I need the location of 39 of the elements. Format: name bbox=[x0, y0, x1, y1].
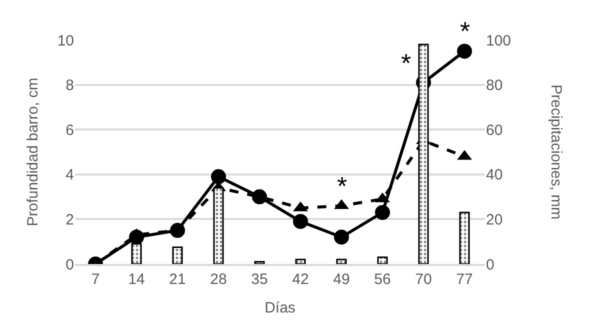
y2-tick-label: 100 bbox=[486, 32, 512, 50]
y2-tick-label: 0 bbox=[486, 256, 494, 274]
bar bbox=[377, 256, 388, 264]
x-tick-label: 7 bbox=[91, 270, 100, 288]
y-tick-label: 4 bbox=[66, 166, 74, 184]
x-tick-label: 70 bbox=[415, 270, 432, 288]
x-tick-label: 14 bbox=[128, 270, 145, 288]
y-tick-label: 0 bbox=[66, 256, 74, 274]
bar bbox=[295, 258, 306, 264]
bar bbox=[459, 212, 470, 264]
point bbox=[457, 44, 472, 59]
point bbox=[293, 214, 308, 229]
x-tick-label: 21 bbox=[169, 270, 186, 288]
bar bbox=[254, 261, 265, 264]
y2-axis-title: Precipitaciones, mm bbox=[548, 84, 564, 220]
y-tick-label: 6 bbox=[66, 122, 74, 139]
point bbox=[334, 230, 349, 245]
x-tick-label: 49 bbox=[333, 270, 350, 288]
annotation: * bbox=[401, 48, 412, 78]
y-tick-label: 10 bbox=[57, 32, 74, 50]
bar bbox=[172, 246, 183, 264]
bar bbox=[336, 258, 347, 264]
y-axis-title: Profundidad barro, cm bbox=[24, 78, 42, 226]
x-axis-title: Días bbox=[264, 299, 296, 316]
y2-tick-label: 60 bbox=[486, 122, 503, 139]
point bbox=[211, 169, 226, 184]
annotation: * bbox=[460, 16, 470, 46]
y2-tick-label: 40 bbox=[486, 166, 503, 184]
annotation: * bbox=[337, 171, 348, 201]
y2-tick-label: 80 bbox=[486, 77, 503, 94]
x-tick-label: 42 bbox=[292, 270, 309, 288]
x-tick-label: 35 bbox=[251, 270, 268, 288]
y-tick-label: 2 bbox=[66, 211, 74, 228]
point bbox=[375, 204, 390, 220]
y2-tick-label: 20 bbox=[486, 211, 503, 228]
y-tick-label: 8 bbox=[66, 77, 74, 94]
x-tick-label: 56 bbox=[374, 270, 391, 288]
x-tick-label: 28 bbox=[210, 270, 227, 288]
x-tick-label: 77 bbox=[456, 270, 473, 288]
